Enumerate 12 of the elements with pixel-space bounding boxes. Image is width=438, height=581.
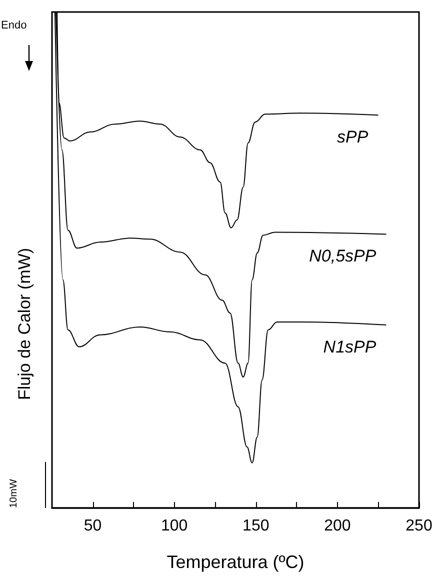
series-label: N0,5sPP bbox=[309, 246, 377, 266]
series-label: sPP bbox=[337, 128, 369, 147]
series-label: N1sPP bbox=[323, 337, 377, 356]
x-tick-label: 200 bbox=[324, 518, 351, 534]
x-axis-title: Temperatura (ºC) bbox=[166, 552, 304, 572]
x-tick-label: 150 bbox=[242, 518, 270, 534]
x-tick-label: 250 bbox=[406, 518, 432, 534]
text: 10mW bbox=[8, 478, 20, 508]
x-tick-label: 50 bbox=[84, 518, 102, 534]
text: Endo bbox=[1, 20, 27, 32]
x-tick-label: 100 bbox=[160, 518, 188, 534]
y-axis-title: Flujo de Calor (mW) bbox=[15, 248, 34, 400]
